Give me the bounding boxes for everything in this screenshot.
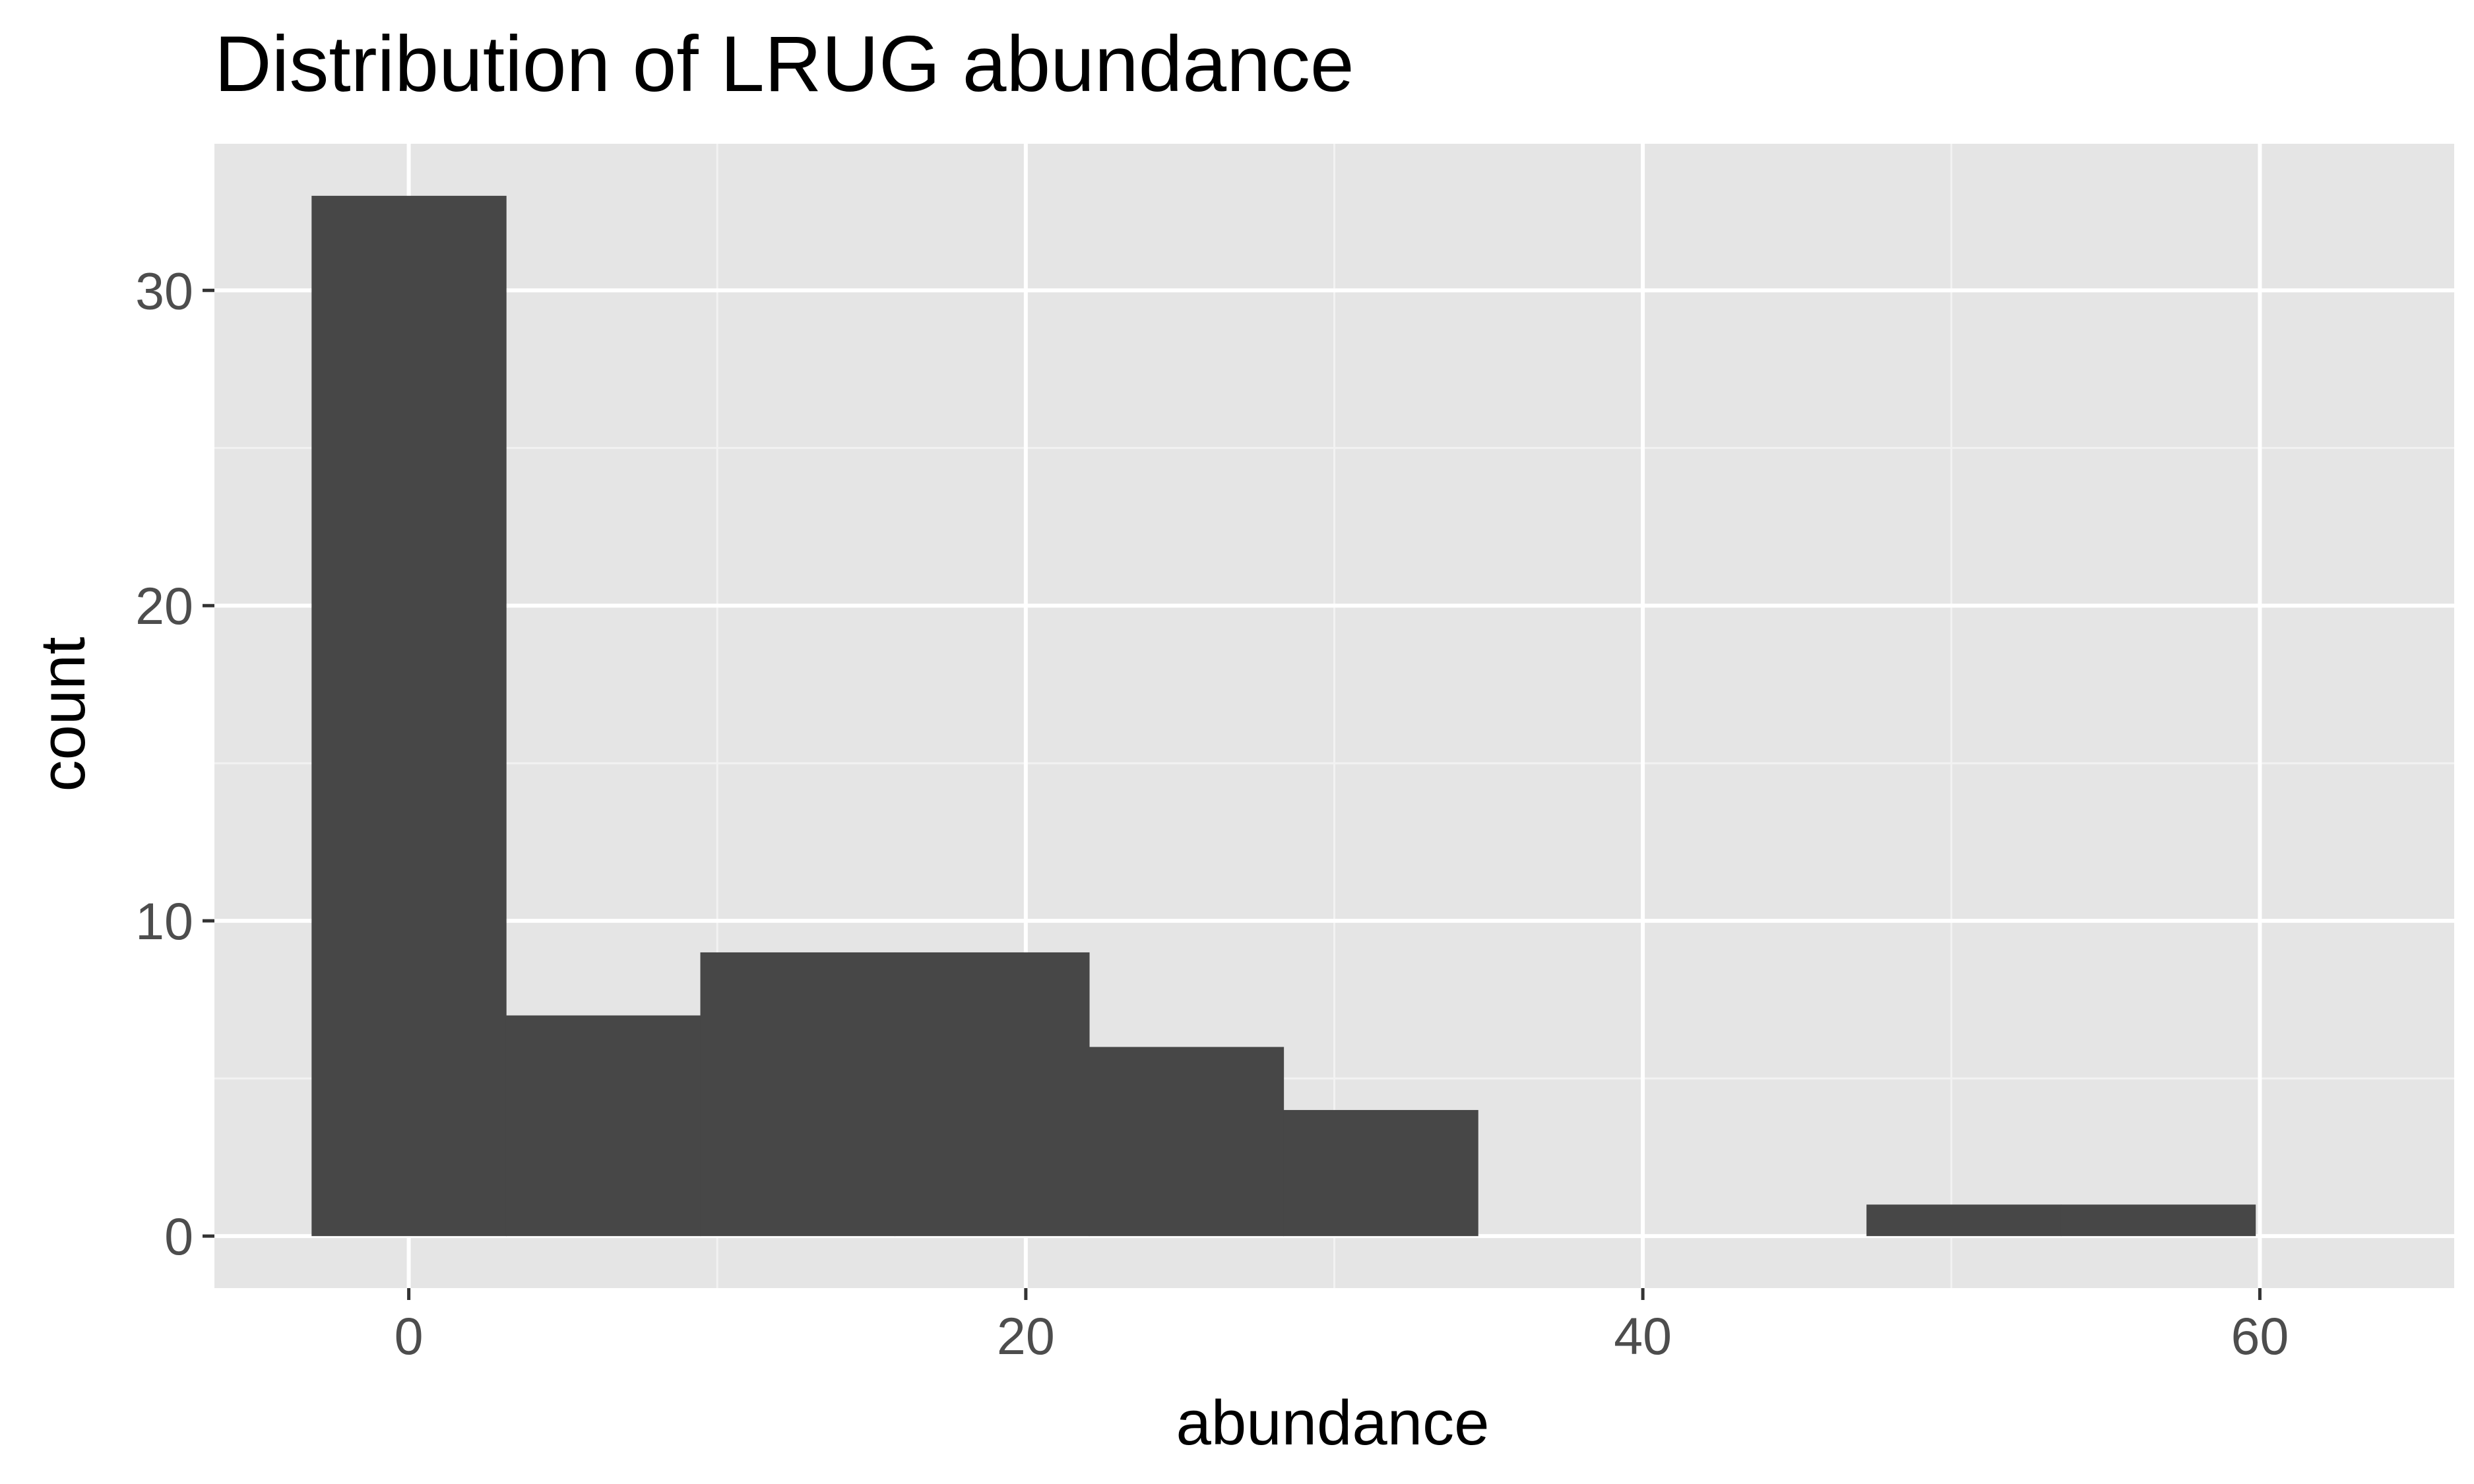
y-axis: 0 10 20 30: [135, 261, 214, 1266]
histogram-bar: [2060, 1204, 2256, 1237]
x-tick-label: 40: [1614, 1307, 1672, 1365]
y-tick-label: 20: [135, 576, 193, 635]
x-tick-label: 0: [395, 1307, 424, 1365]
chart-title: Distribution of LRUG abundance: [214, 20, 1354, 108]
histogram-bar: [311, 195, 507, 1237]
histogram-bar: [1283, 1109, 1478, 1237]
y-axis-title: count: [28, 637, 98, 792]
x-axis: 0 20 40 60: [395, 1288, 2289, 1365]
y-tick-label: 0: [164, 1207, 193, 1266]
histogram-bar: [700, 952, 895, 1237]
histogram-bars: [311, 195, 2256, 1237]
x-tick-label: 60: [2231, 1307, 2289, 1365]
histogram-bar: [1089, 1047, 1285, 1237]
histogram-bar: [505, 1015, 701, 1237]
y-tick-label: 30: [135, 261, 193, 320]
x-axis-title: abundance: [1176, 1388, 1489, 1458]
histogram-bar: [1866, 1204, 2062, 1237]
x-tick-label: 20: [997, 1307, 1055, 1365]
histogram-bar: [895, 952, 1090, 1237]
y-tick-label: 10: [135, 892, 193, 950]
